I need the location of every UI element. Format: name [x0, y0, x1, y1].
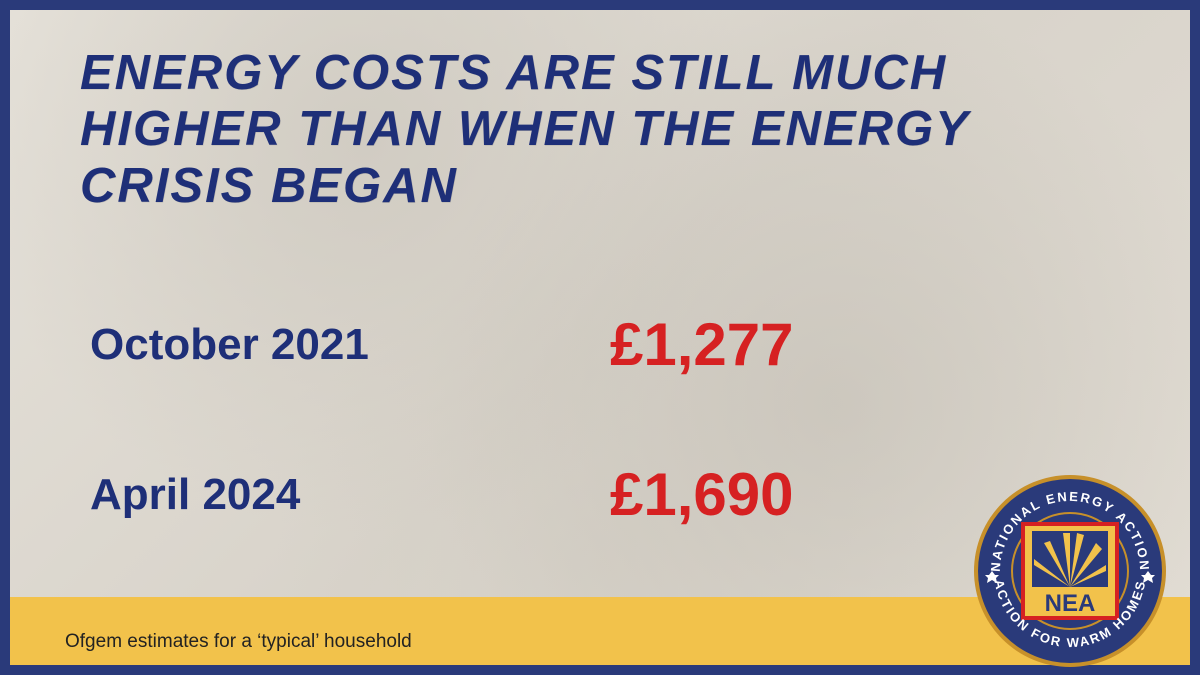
nea-logo: NEA NATIONAL ENERGY ACTION ACTION FOR WA…	[970, 471, 1170, 671]
row-value: £1,277	[610, 310, 794, 379]
data-row: October 2021 £1,277	[90, 310, 794, 379]
row-value: £1,690	[610, 460, 794, 529]
nea-logo-svg: NEA NATIONAL ENERGY ACTION ACTION FOR WA…	[970, 471, 1170, 671]
data-row: April 2024 £1,690	[90, 460, 794, 529]
row-label: October 2021	[90, 320, 610, 370]
logo-nea-label: NEA	[1045, 590, 1096, 617]
row-label: April 2024	[90, 470, 610, 520]
card-frame: ENERGY COSTS ARE STILL MUCH HIGHER THAN …	[0, 0, 1200, 675]
footnote: Ofgem estimates for a ‘typical’ househol…	[65, 631, 412, 653]
headline: ENERGY COSTS ARE STILL MUCH HIGHER THAN …	[80, 45, 1120, 214]
